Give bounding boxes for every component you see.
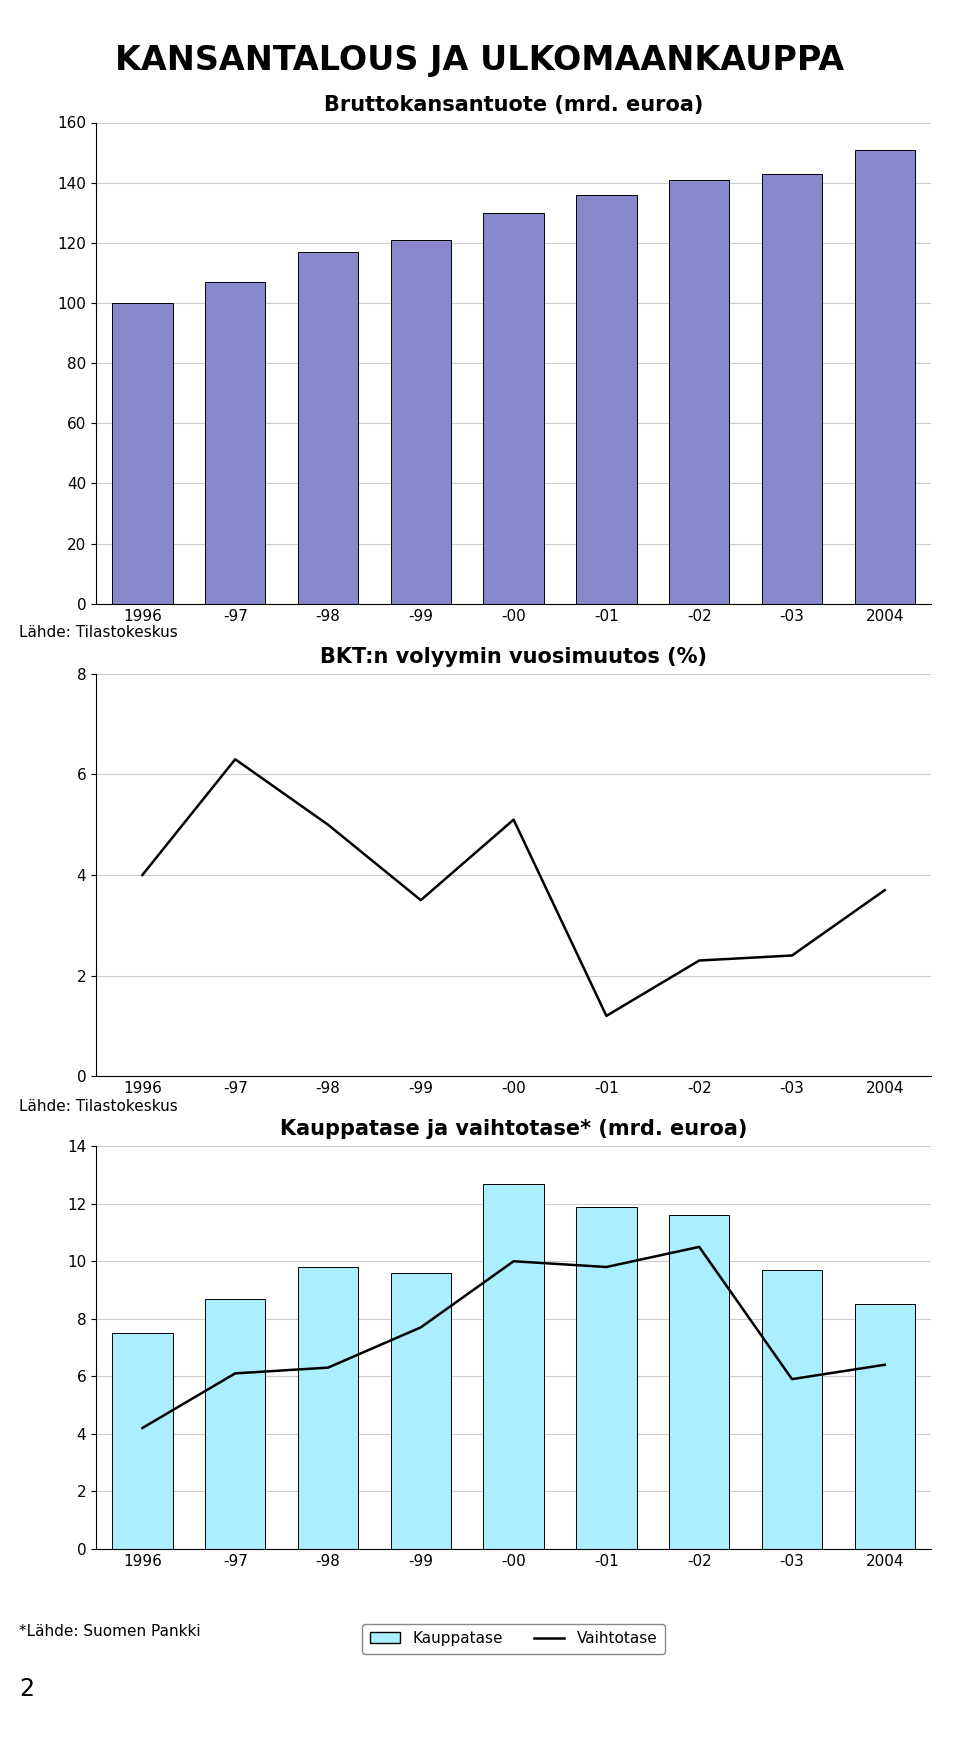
Bar	[762, 173, 822, 604]
Bar	[576, 194, 636, 604]
Title: Bruttokansantuote (mrd. euroa): Bruttokansantuote (mrd. euroa)	[324, 96, 704, 116]
Bar	[484, 214, 543, 604]
Bar	[298, 252, 358, 604]
Bar	[669, 180, 730, 604]
Text: *Lähde: Suomen Pankki: *Lähde: Suomen Pankki	[19, 1624, 201, 1640]
Text: KANSANTALOUS JA ULKOMAANKAUPPA: KANSANTALOUS JA ULKOMAANKAUPPA	[115, 44, 845, 77]
Text: Lähde: Tilastokeskus: Lähde: Tilastokeskus	[19, 1099, 178, 1115]
Bar	[391, 1272, 451, 1549]
Legend: Kauppatase, Vaihtotase: Kauppatase, Vaihtotase	[362, 1624, 665, 1654]
Text: 2: 2	[19, 1676, 35, 1701]
Bar	[205, 1298, 265, 1549]
Bar	[112, 303, 173, 604]
Bar	[762, 1270, 822, 1549]
Text: Lähde: Tilastokeskus: Lähde: Tilastokeskus	[19, 625, 178, 640]
Bar	[669, 1214, 730, 1549]
Bar	[854, 149, 915, 604]
Bar	[391, 240, 451, 604]
Bar	[112, 1334, 173, 1549]
Bar	[205, 282, 265, 604]
Bar	[854, 1304, 915, 1549]
Bar	[576, 1208, 636, 1549]
Bar	[298, 1267, 358, 1549]
Title: Kauppatase ja vaihtotase* (mrd. euroa): Kauppatase ja vaihtotase* (mrd. euroa)	[280, 1120, 747, 1139]
Bar	[484, 1183, 543, 1549]
Title: BKT:n volyymin vuosimuutos (%): BKT:n volyymin vuosimuutos (%)	[320, 648, 708, 667]
